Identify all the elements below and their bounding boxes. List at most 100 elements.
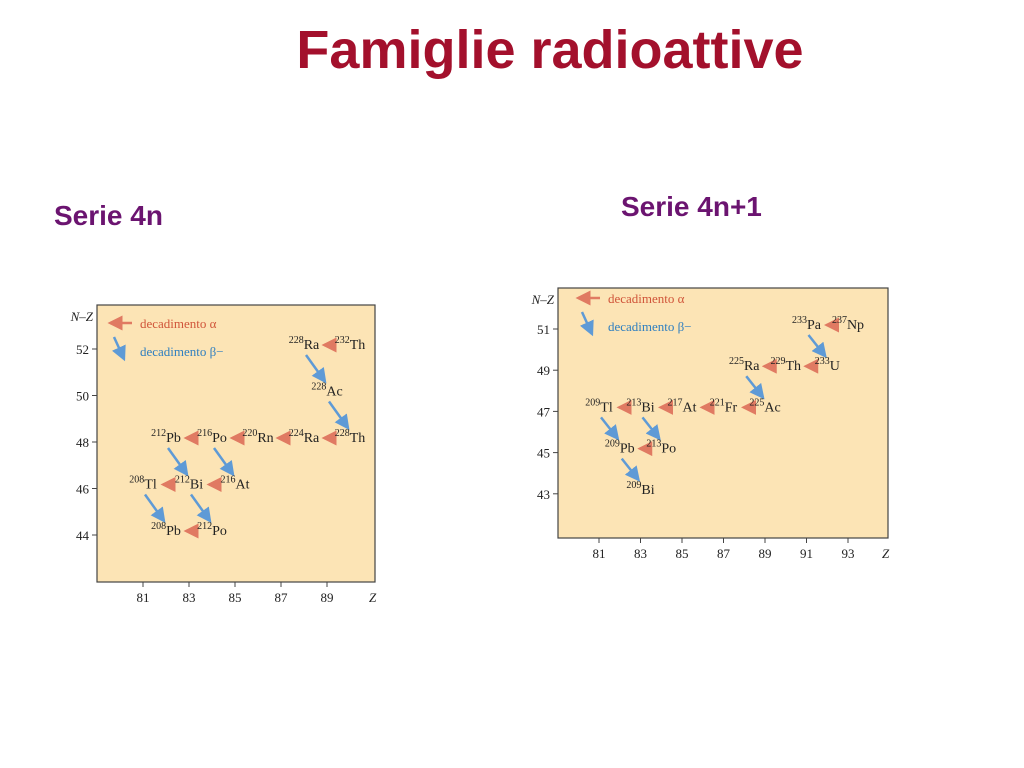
beta-decay-arrow: [745, 375, 765, 400]
slide-title: Famiglie radioattive: [296, 20, 803, 80]
x-tick-label: 85: [229, 590, 242, 605]
element-symbol: Bi: [641, 483, 654, 498]
x-tick-label: 83: [634, 546, 647, 561]
mass-number: 208: [129, 475, 144, 486]
nuclide: 233U: [815, 356, 840, 374]
beta-arrow-key: [111, 336, 126, 362]
mass-number: 228: [289, 335, 304, 346]
y-axis-label: N–Z: [70, 309, 94, 324]
x-axis-label: Z: [882, 546, 890, 561]
mass-number: 216: [197, 428, 212, 439]
x-tick-label: 89: [759, 546, 772, 561]
mass-number: 209: [626, 480, 641, 491]
mass-number: 225: [729, 356, 744, 367]
beta-decay-arrow: [807, 334, 827, 359]
legend-alpha: decadimento α: [140, 316, 217, 331]
x-tick-label: 89: [321, 590, 334, 605]
y-tick-label: 44: [76, 528, 90, 543]
mass-number: 233: [815, 356, 830, 367]
element-symbol: Po: [661, 442, 676, 457]
element-symbol: Tl: [144, 478, 157, 493]
nuclide: 225Ra: [729, 356, 760, 374]
x-tick-label: 87: [275, 590, 289, 605]
plot-area: [96, 304, 376, 583]
mass-number: 212: [175, 475, 190, 486]
nuclide: 224Ra: [289, 428, 320, 446]
nuclide: 216At: [221, 475, 250, 493]
panel-heading: Serie 4n: [54, 200, 163, 231]
x-tick-label: 83: [183, 590, 196, 605]
nuclide: 209Bi: [626, 480, 654, 498]
nuclide: 233Pa: [792, 315, 822, 333]
x-tick-label: 91: [800, 546, 813, 561]
element-symbol: Tl: [600, 400, 613, 415]
nuclide: 212Po: [197, 521, 227, 539]
element-symbol: Po: [212, 431, 227, 446]
x-tick-label: 93: [842, 546, 855, 561]
mass-number: 212: [197, 521, 212, 532]
nuclide: 209Pb: [605, 439, 635, 457]
mass-number: 228: [335, 428, 350, 439]
element-symbol: Ra: [304, 338, 320, 353]
mass-number: 213: [626, 397, 641, 408]
nuclide: 216Po: [197, 428, 227, 446]
mass-number: 213: [646, 439, 661, 450]
y-tick-label: 50: [76, 389, 89, 404]
nuclide: 217At: [668, 397, 697, 415]
element-symbol: Fr: [725, 400, 738, 415]
x-tick-label: 81: [137, 590, 150, 605]
element-symbol: Th: [785, 359, 801, 374]
y-tick-label: 43: [537, 487, 550, 502]
element-symbol: Bi: [190, 478, 203, 493]
beta-decay-arrow: [212, 447, 235, 477]
nuclide: 213Po: [646, 439, 676, 457]
mass-number: 228: [311, 382, 326, 393]
y-tick-label: 49: [537, 363, 550, 378]
nuclide: 209Tl: [585, 397, 613, 415]
mass-number: 217: [668, 397, 683, 408]
y-tick-label: 48: [76, 435, 89, 450]
legend-beta: decadimento β−: [140, 344, 224, 359]
mass-number: 224: [289, 428, 304, 439]
mass-number: 233: [792, 315, 807, 326]
y-tick-label: 52: [76, 342, 89, 357]
element-symbol: Po: [212, 524, 227, 539]
mass-number: 221: [710, 397, 725, 408]
nuclide: 228Th: [335, 428, 366, 446]
beta-decay-arrow: [304, 354, 327, 384]
mass-number: 209: [585, 397, 600, 408]
mass-number: 209: [605, 439, 620, 450]
nuclide: 220Rn: [242, 428, 273, 446]
nuclide: 228Ac: [311, 382, 342, 400]
y-tick-label: 47: [537, 404, 551, 419]
panel-heading: Serie 4n+1: [621, 191, 762, 222]
nuclide: 225Ac: [749, 397, 780, 415]
mass-number: 220: [242, 428, 257, 439]
beta-decay-arrow: [189, 493, 212, 524]
element-symbol: Pa: [807, 318, 822, 333]
element-symbol: At: [236, 478, 250, 493]
nuclide: 228Ra: [289, 335, 320, 353]
element-symbol: Rn: [257, 431, 273, 446]
beta-decay-arrow: [641, 416, 661, 441]
y-tick-label: 45: [537, 446, 550, 461]
y-axis-label: N–Z: [531, 292, 555, 307]
mass-number: 212: [151, 428, 166, 439]
nuclide: 232Th: [335, 335, 366, 353]
element-symbol: U: [830, 359, 840, 374]
legend-alpha: decadimento α: [608, 291, 685, 306]
nuclide: 208Tl: [129, 475, 157, 493]
nuclide: 213Bi: [626, 397, 654, 415]
mass-number: 208: [151, 521, 166, 532]
element-symbol: Th: [350, 431, 366, 446]
mass-number: 225: [749, 397, 764, 408]
x-tick-label: 87: [717, 546, 731, 561]
y-tick-label: 51: [537, 322, 550, 337]
nuclide: 208Pb: [151, 521, 181, 539]
beta-decay-arrow: [327, 400, 350, 431]
mass-number: 237: [832, 315, 847, 326]
nuclide: 237Np: [832, 315, 864, 333]
element-symbol: At: [683, 400, 697, 415]
element-symbol: Pb: [620, 442, 635, 457]
element-symbol: Bi: [641, 400, 654, 415]
